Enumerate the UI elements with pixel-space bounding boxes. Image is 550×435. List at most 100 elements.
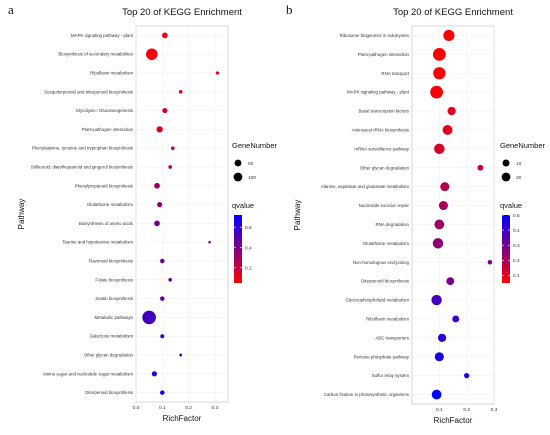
pathway-label: Sulfur relay system <box>372 373 410 378</box>
x-axis-label: RichFactor <box>434 416 473 425</box>
chart-title: Top 20 of KEGG Enrichment <box>393 7 513 18</box>
data-point <box>154 182 160 189</box>
color-legend-title: qvalue <box>232 201 254 210</box>
size-legend-dot <box>501 172 511 182</box>
x-tick-label: 0.1 <box>159 405 166 411</box>
data-point <box>437 333 447 342</box>
pathway-label: Riboflavin metabolism <box>366 316 409 321</box>
data-point <box>443 29 455 41</box>
chart-panel-b: b Top 20 of KEGG Enrichment 0.1 0.2 0.3 Ribos… <box>286 2 546 425</box>
pathway-label: RNA degradation <box>376 222 410 227</box>
pathway-label: Glycerophospholipid metabolism <box>346 298 410 303</box>
pathway-label: Other glycan degradation <box>360 165 410 170</box>
data-point <box>178 89 183 94</box>
data-point <box>440 182 450 192</box>
size-legend-value: 50 <box>248 161 254 167</box>
pathway-label: Zeatin biosynthesis <box>95 296 133 301</box>
panel-letter: a <box>8 2 14 17</box>
x-tick-label: 0.2 <box>185 405 192 411</box>
size-legend-title: GeneNumber <box>232 141 278 150</box>
pathway-label: Folate biosynthesis <box>95 277 133 282</box>
data-point <box>160 296 165 301</box>
data-point <box>430 85 443 99</box>
color-legend-value: 0.4 <box>513 228 520 234</box>
data-point <box>431 294 442 306</box>
pathway-label: Ribosome biogenesis in eukaryotes <box>340 33 410 38</box>
data-point <box>447 106 456 116</box>
data-point <box>215 71 220 75</box>
x-tick-label: 0.2 <box>463 407 470 413</box>
pathway-label: MAPK signaling pathway - plant <box>71 33 134 38</box>
data-point <box>434 352 444 362</box>
data-point <box>156 126 163 133</box>
color-legend-value: 0.3 <box>513 243 520 249</box>
data-point <box>142 310 156 325</box>
size-legend-title: GeneNumber <box>500 141 546 150</box>
data-point <box>157 202 163 208</box>
panel-letter: b <box>286 2 293 17</box>
data-point <box>170 146 175 151</box>
pathway-label: Diterpenoid biosynthesis <box>361 279 410 284</box>
x-axis-label: RichFactor <box>163 414 202 423</box>
y-axis-label: Pathway <box>17 199 26 230</box>
x-tick-label: 0.0 <box>133 405 140 411</box>
data-point <box>179 353 183 357</box>
color-legend-value: 0.2 <box>513 258 520 264</box>
color-legend-title: qvalue <box>500 201 522 210</box>
pathway-label: Amino sugar and nucleotide sugar metabol… <box>43 371 134 376</box>
pathway-label: Plant-pathogen interaction <box>358 52 410 57</box>
color-legend-value: 0.1 <box>513 273 520 279</box>
size-legend-dot <box>234 159 242 167</box>
data-point <box>442 125 453 135</box>
pathway-label: Taurine and hypotaurine metabolism <box>62 240 133 245</box>
color-legend-value: 0.2 <box>245 266 252 272</box>
pathway-label: MAPK signaling pathway - plant <box>347 90 410 95</box>
pathway-label: Sesquiterpenoid and triterpenoid biosynt… <box>44 89 134 94</box>
data-point <box>452 315 460 323</box>
plot-frame <box>411 25 495 405</box>
size-legend-dot <box>233 172 243 182</box>
pathway-label: Other glycan degradation <box>84 353 134 358</box>
data-point <box>162 108 168 114</box>
pathway-label: Alanine, aspartate and glutamate metabol… <box>321 184 409 189</box>
data-point <box>160 258 165 264</box>
pathway-label: Riboflavin metabolism <box>90 71 133 76</box>
data-point <box>477 164 484 171</box>
pathway-label: Biosynthesis of secondary metabolites <box>58 52 133 57</box>
size-legend-value: 10 <box>516 161 522 167</box>
data-point <box>160 334 165 339</box>
data-point <box>168 277 172 282</box>
data-point <box>446 277 455 286</box>
pathway-label: Pentose phosphate pathway <box>354 354 410 359</box>
chart-title: Top 20 of KEGG Enrichment <box>122 7 242 18</box>
data-point <box>433 67 446 80</box>
color-legend-value: 0.6 <box>245 225 252 231</box>
x-tick-label: 0.3 <box>491 407 498 413</box>
pathway-label: Biosynthesis of amino acids <box>79 221 134 226</box>
data-point <box>146 48 158 60</box>
size-legend-value: 20 <box>516 175 522 181</box>
data-point <box>151 371 157 377</box>
pathway-label: mRNA surveillance pathway <box>354 146 409 151</box>
pathway-label: Metabolic pathways <box>94 315 133 320</box>
data-point <box>434 143 445 155</box>
data-point <box>431 389 442 400</box>
pathway-label: Glycolysis / Gluconeogenesis <box>76 108 134 113</box>
data-point <box>432 238 444 249</box>
pathway-label: Nucleotide excision repair <box>359 203 410 208</box>
data-point <box>434 219 445 230</box>
data-point <box>208 240 211 244</box>
data-point <box>168 165 172 169</box>
pathway-label: Phenylalanine, tyrosine and tryptophan b… <box>32 146 134 151</box>
data-point <box>438 201 448 211</box>
pathway-label: Stilbenoid, diarylheptanoid and gingerol… <box>31 165 134 170</box>
pathway-label: Diterpenoid biosynthesis <box>85 390 134 395</box>
pathway-label: ABC transporters <box>375 335 409 340</box>
data-point <box>487 259 493 265</box>
pathway-label: Plant-pathogen interaction <box>82 127 134 132</box>
pathway-label: Aminoacyl-tRNA biosynthesis <box>352 127 410 132</box>
color-legend-bar <box>502 215 510 283</box>
pathway-label: Glutathione metabolism <box>87 202 133 207</box>
data-point <box>160 390 165 395</box>
